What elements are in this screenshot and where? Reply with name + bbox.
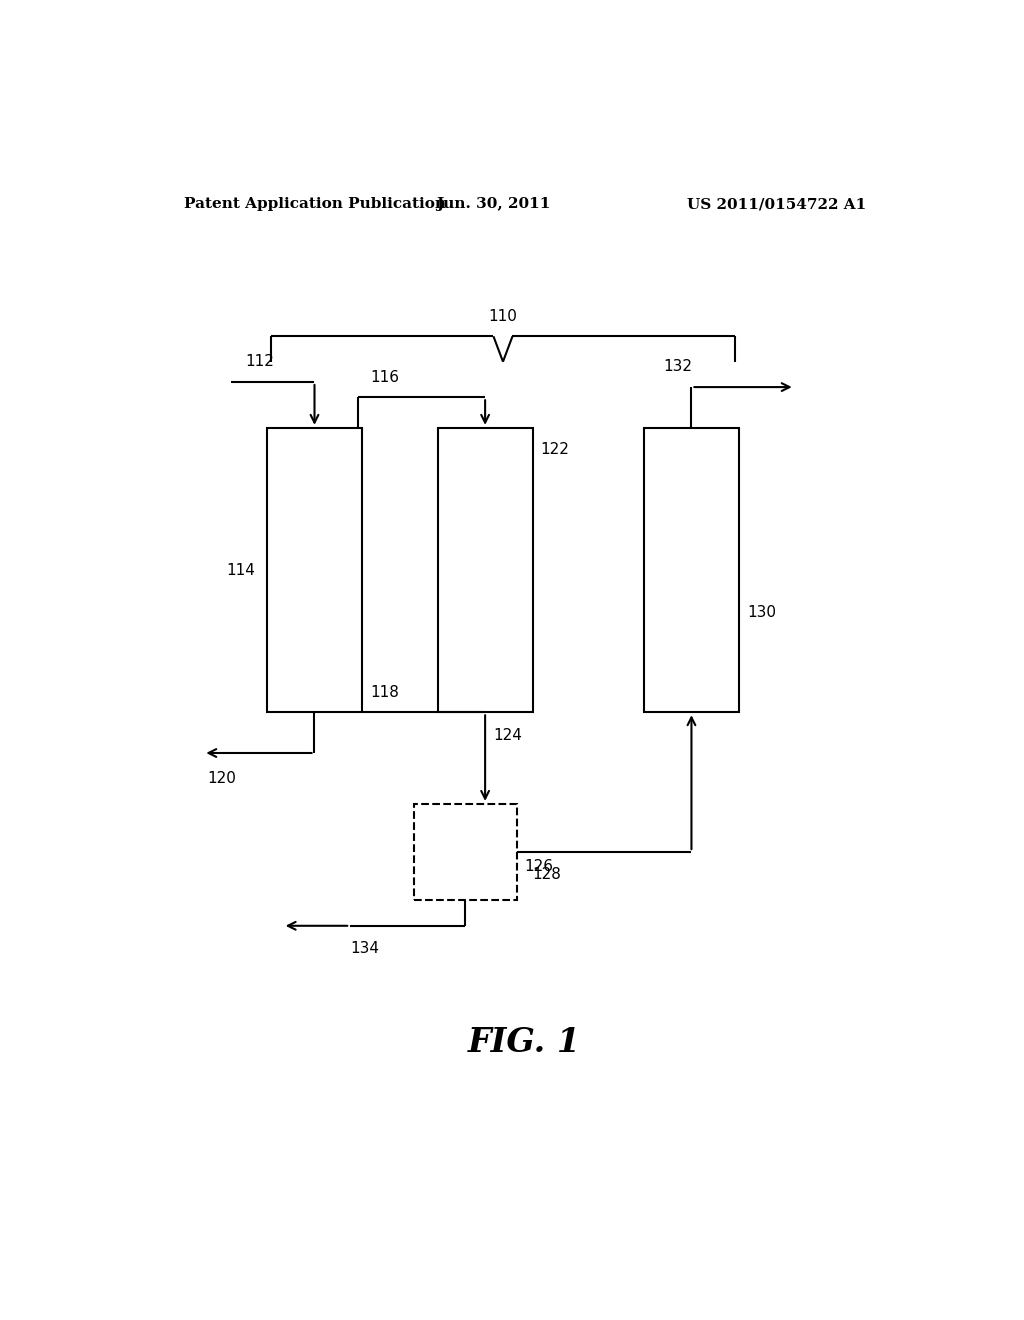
- Text: 122: 122: [541, 442, 569, 457]
- Text: 120: 120: [207, 771, 237, 787]
- Text: 118: 118: [370, 685, 399, 700]
- Text: US 2011/0154722 A1: US 2011/0154722 A1: [687, 197, 866, 211]
- Text: 130: 130: [748, 606, 776, 620]
- Text: FIG. 1: FIG. 1: [468, 1026, 582, 1059]
- Text: 114: 114: [226, 562, 255, 578]
- Text: Patent Application Publication: Patent Application Publication: [183, 197, 445, 211]
- Text: 128: 128: [532, 867, 561, 882]
- Text: 134: 134: [350, 941, 379, 956]
- Text: 112: 112: [246, 354, 274, 368]
- Text: 124: 124: [494, 727, 522, 743]
- Text: 110: 110: [488, 309, 517, 325]
- Text: 116: 116: [370, 370, 399, 385]
- Text: 132: 132: [664, 359, 692, 374]
- Text: 126: 126: [524, 859, 554, 874]
- Text: Jun. 30, 2011: Jun. 30, 2011: [436, 197, 550, 211]
